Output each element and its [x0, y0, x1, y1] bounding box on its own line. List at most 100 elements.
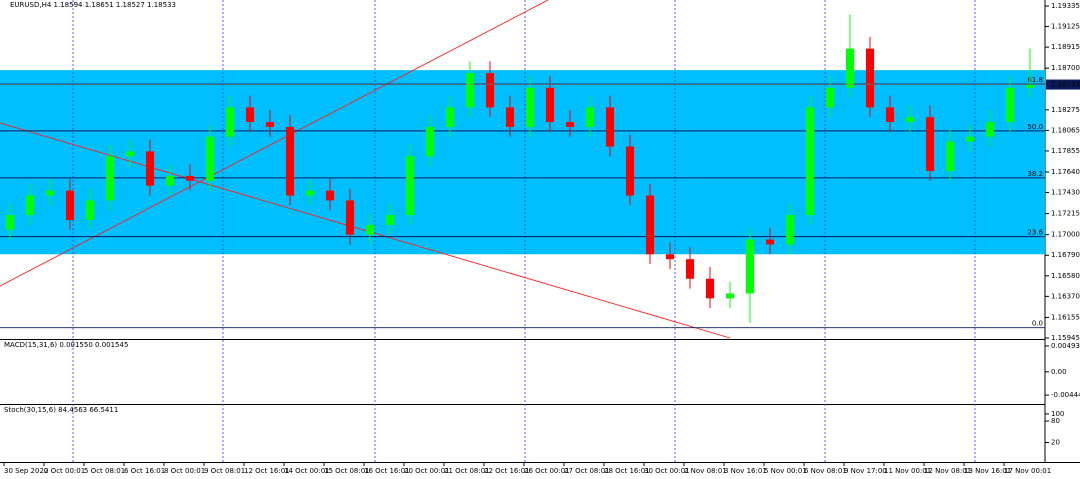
- candle-body: [966, 136, 974, 142]
- candle-body: [526, 87, 534, 127]
- trend-line: [0, 122, 731, 339]
- last-price-label: 1.18533: [1051, 81, 1080, 89]
- x-tick-label: 6 Oct 16:01: [124, 467, 165, 475]
- candle-body: [1006, 87, 1014, 123]
- candle-body: [266, 122, 274, 127]
- y-tick-label: 1.17430: [1051, 189, 1080, 197]
- candle-body: [826, 87, 834, 108]
- x-tick-label: 15 Oct 08:01: [324, 467, 370, 475]
- last-price-tag: [1046, 79, 1080, 90]
- candle-body: [846, 48, 854, 88]
- y-tick-label: 0.004934: [1051, 342, 1080, 350]
- candle-body: [586, 107, 594, 127]
- x-tick-label: 3 Nov 16:01: [724, 467, 767, 475]
- x-tick-label: 2 Oct 00:01: [44, 467, 85, 475]
- candle-body: [746, 239, 754, 294]
- candle-body: [206, 136, 214, 181]
- y-tick-label: 1.18700: [1051, 64, 1080, 72]
- candle-body: [166, 175, 174, 186]
- y-tick-label: 1.15945: [1051, 334, 1080, 342]
- candle-body: [546, 87, 554, 123]
- x-tick-label: 11 Nov 00:01: [884, 467, 931, 475]
- candle-body: [326, 190, 334, 201]
- candle-body: [86, 200, 94, 220]
- candle-body: [446, 107, 454, 127]
- candle-body: [606, 107, 614, 147]
- x-tick-label: 6 Nov 08:01: [804, 467, 847, 475]
- candle-body: [126, 151, 134, 157]
- y-tick-label: 1.17000: [1051, 231, 1080, 239]
- candle-body: [686, 259, 694, 279]
- candle-body: [426, 126, 434, 157]
- candle-body: [906, 117, 914, 123]
- x-tick-label: 8 Oct 00:01: [164, 467, 205, 475]
- candle-body: [66, 190, 74, 220]
- y-tick-label: 1.17215: [1051, 210, 1080, 218]
- trend-line: [0, 0, 549, 287]
- x-tick-label: 9 Oct 08:01: [204, 467, 245, 475]
- y-tick-label: -0.004448: [1051, 391, 1080, 399]
- fib-label: 38.2: [1027, 170, 1043, 178]
- x-tick-label: 5 Oct 08:01: [84, 467, 125, 475]
- x-tick-label: 9 Nov 17:00: [844, 467, 887, 475]
- candle-body: [186, 175, 194, 181]
- zone: [0, 70, 1045, 255]
- y-tick-label: 1.18915: [1051, 43, 1080, 51]
- y-tick-label: 0.00: [1051, 368, 1067, 376]
- fib-label: 0.0: [1032, 320, 1043, 328]
- candle-body: [706, 278, 714, 299]
- candle-body: [406, 156, 414, 216]
- candle-body: [666, 254, 674, 260]
- y-tick-label: 1.17855: [1051, 147, 1080, 155]
- candle-body: [766, 239, 774, 245]
- candle-body: [946, 141, 954, 172]
- candle-body: [786, 215, 794, 245]
- x-tick-label: 12 Nov 08:01: [924, 467, 971, 475]
- candle-body: [866, 48, 874, 108]
- candle-body: [506, 107, 514, 127]
- y-tick-label: 1.18065: [1051, 126, 1080, 134]
- y-tick-label: 1.16370: [1051, 292, 1080, 300]
- candle-body: [806, 107, 814, 216]
- y-tick-label: 1.19125: [1051, 23, 1080, 31]
- candle-body: [6, 215, 14, 230]
- candle-body: [726, 293, 734, 299]
- candle-body: [146, 151, 154, 186]
- candle-body: [386, 215, 394, 225]
- candle-body: [926, 117, 934, 172]
- candle-body: [466, 73, 474, 108]
- candle-body: [106, 156, 114, 201]
- panel-title: EURUSD,H4 1.18594 1.18651 1.18527 1.1853…: [10, 1, 176, 9]
- candle-body: [1026, 84, 1034, 88]
- x-tick-label: 16 Oct 16:01: [364, 467, 410, 475]
- x-tick-label: 30 Oct 00:01: [644, 467, 690, 475]
- x-tick-label: 20 Oct 00:01: [404, 467, 450, 475]
- x-tick-label: 17 Nov 00:01: [1004, 467, 1051, 475]
- candle-body: [306, 190, 314, 196]
- candle-body: [26, 195, 34, 216]
- candle-body: [286, 126, 294, 196]
- y-tick-label: 1.16790: [1051, 251, 1080, 259]
- x-tick-label: 22 Oct 16:01: [484, 467, 530, 475]
- x-tick-label: 5 Nov 00:01: [764, 467, 807, 475]
- x-tick-label: 2 Nov 08:01: [684, 467, 727, 475]
- y-tick-label: 1.17640: [1051, 168, 1080, 176]
- y-tick-label: 1.18275: [1051, 106, 1080, 114]
- candle-body: [986, 122, 994, 137]
- x-tick-label: 13 Nov 16:01: [964, 467, 1011, 475]
- x-tick-label: 21 Oct 08:01: [444, 467, 490, 475]
- candle-body: [246, 107, 254, 123]
- x-tick-label: 14 Oct 00:01: [284, 467, 330, 475]
- candle-body: [486, 73, 494, 108]
- candle-body: [646, 195, 654, 255]
- panel-title: Stoch(30,15,6) 84.4563 66.5411: [4, 406, 118, 414]
- panel-title: MACD(15,31,6) 0.001550 0.001545: [4, 341, 128, 349]
- candle-body: [566, 122, 574, 127]
- candle-body: [46, 190, 54, 196]
- candle-body: [886, 107, 894, 123]
- x-tick-label: 12 Oct 16:01: [244, 467, 290, 475]
- fib-label: 50.0: [1027, 123, 1043, 131]
- y-tick-label: 1.16580: [1051, 272, 1080, 280]
